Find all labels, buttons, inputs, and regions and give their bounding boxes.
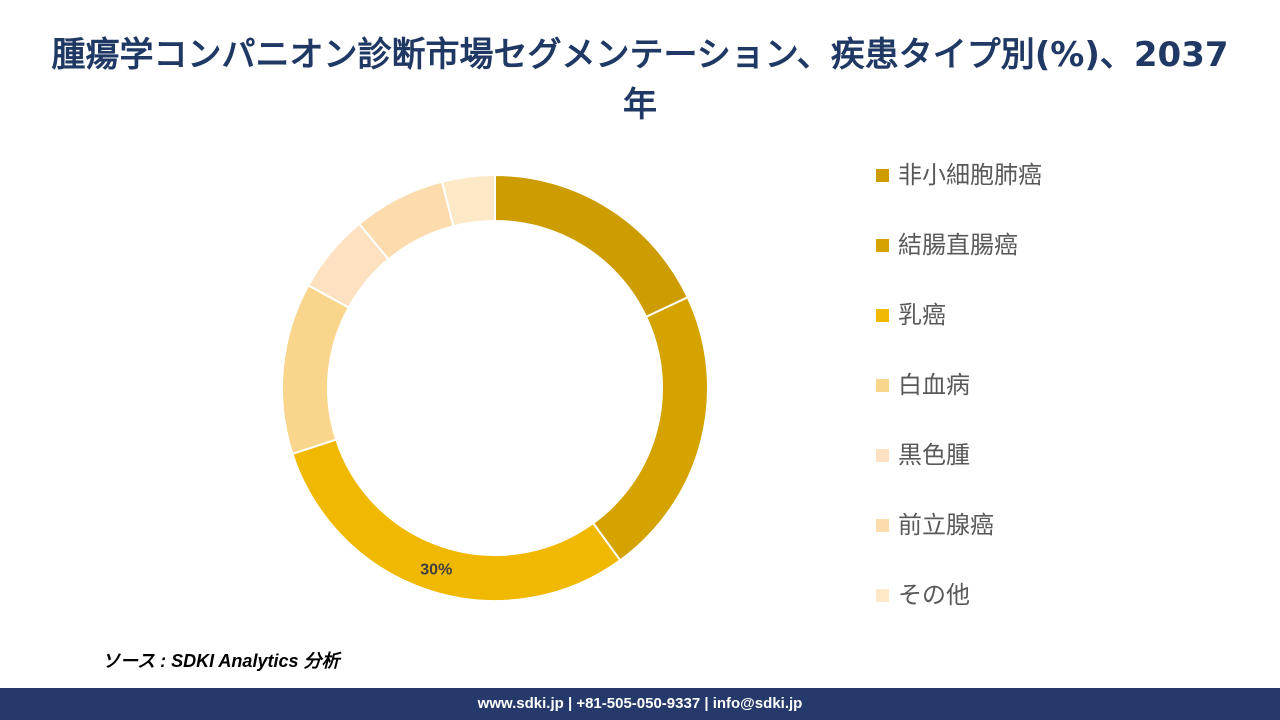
legend-swatch bbox=[876, 169, 889, 182]
legend-swatch bbox=[876, 519, 889, 532]
legend-label: 乳癌 bbox=[898, 301, 946, 329]
legend-swatch bbox=[876, 379, 889, 392]
slice-3 bbox=[291, 438, 622, 602]
legend-swatch bbox=[876, 309, 889, 322]
legend-item: 白血病 bbox=[876, 366, 1042, 436]
legend-item: その他 bbox=[876, 576, 1042, 646]
legend-label: 白血病 bbox=[898, 371, 970, 399]
slice-7 bbox=[440, 173, 496, 228]
donut-chart: 30% bbox=[281, 173, 709, 602]
legend-label: 前立腺癌 bbox=[898, 511, 994, 539]
slice-1 bbox=[494, 173, 690, 319]
legend-swatch bbox=[876, 589, 889, 602]
data-label-3: 30% bbox=[420, 562, 452, 579]
legend-item: 非小細胞肺癌 bbox=[876, 156, 1042, 226]
legend-item: 前立腺癌 bbox=[876, 506, 1042, 576]
footer-contact: www.sdki.jp | +81-505-050-9337 | info@sd… bbox=[0, 688, 1280, 720]
legend-item: 乳癌 bbox=[876, 296, 1042, 366]
slice-2 bbox=[591, 295, 709, 562]
legend: 非小細胞肺癌 結腸直腸癌乳癌白血病黒色腫前立腺癌その他 bbox=[876, 156, 1042, 646]
legend-label: 黒色腫 bbox=[898, 441, 970, 469]
legend-item: 結腸直腸癌 bbox=[876, 226, 1042, 296]
chart-title: 腫瘍学コンパニオン診断市場セグメンテーション、疾患タイプ別(%)、2037年 bbox=[51, 35, 1229, 125]
legend-label: その他 bbox=[898, 581, 970, 609]
legend-swatch bbox=[876, 449, 889, 462]
slice-4 bbox=[281, 284, 351, 456]
source-note: ソース : SDKI Analytics 分析 bbox=[102, 651, 340, 671]
legend-label: 結腸直腸癌 bbox=[898, 231, 1018, 259]
legend-swatch bbox=[876, 239, 889, 252]
legend-label: 非小細胞肺癌 bbox=[898, 161, 1042, 189]
legend-item: 黒色腫 bbox=[876, 436, 1042, 506]
